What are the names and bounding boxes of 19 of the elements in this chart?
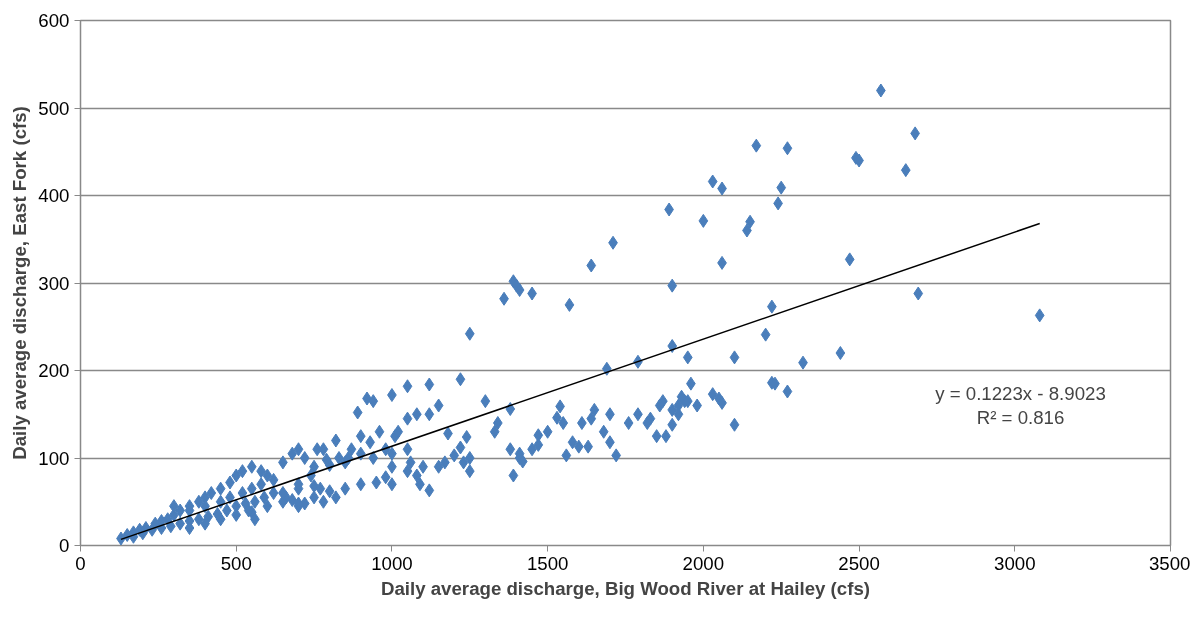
annotation: R² = 0.816 bbox=[976, 406, 1065, 428]
x-tick-label: 3000 bbox=[994, 552, 1036, 574]
x-tick-label: 0 bbox=[75, 552, 86, 574]
x-tick-label: 3500 bbox=[1149, 552, 1191, 574]
y-tick-label: 600 bbox=[38, 10, 70, 31]
annotation: y = 0.1223x - 8.9023 bbox=[935, 382, 1106, 404]
x-tick-label: 1500 bbox=[526, 552, 569, 574]
x-tick-label: 2000 bbox=[682, 552, 725, 574]
y-tick-label: 400 bbox=[38, 185, 70, 206]
x-axis-title: Daily average discharge, Big Wood River at Hailey (cfs) bbox=[380, 577, 871, 599]
x-tick-label: 2500 bbox=[838, 552, 880, 574]
x-tick-label: 500 bbox=[220, 552, 252, 574]
y-axis-title: Daily average discharge, East Fork (cfs) bbox=[9, 106, 31, 460]
y-tick-label: 300 bbox=[38, 272, 70, 294]
y-tick-label: 500 bbox=[38, 97, 70, 119]
y-tick-label: 100 bbox=[38, 447, 70, 469]
y-tick-label: 200 bbox=[38, 360, 70, 381]
y-tick-label: 0 bbox=[59, 535, 70, 556]
x-tick-label: 1000 bbox=[371, 552, 413, 574]
